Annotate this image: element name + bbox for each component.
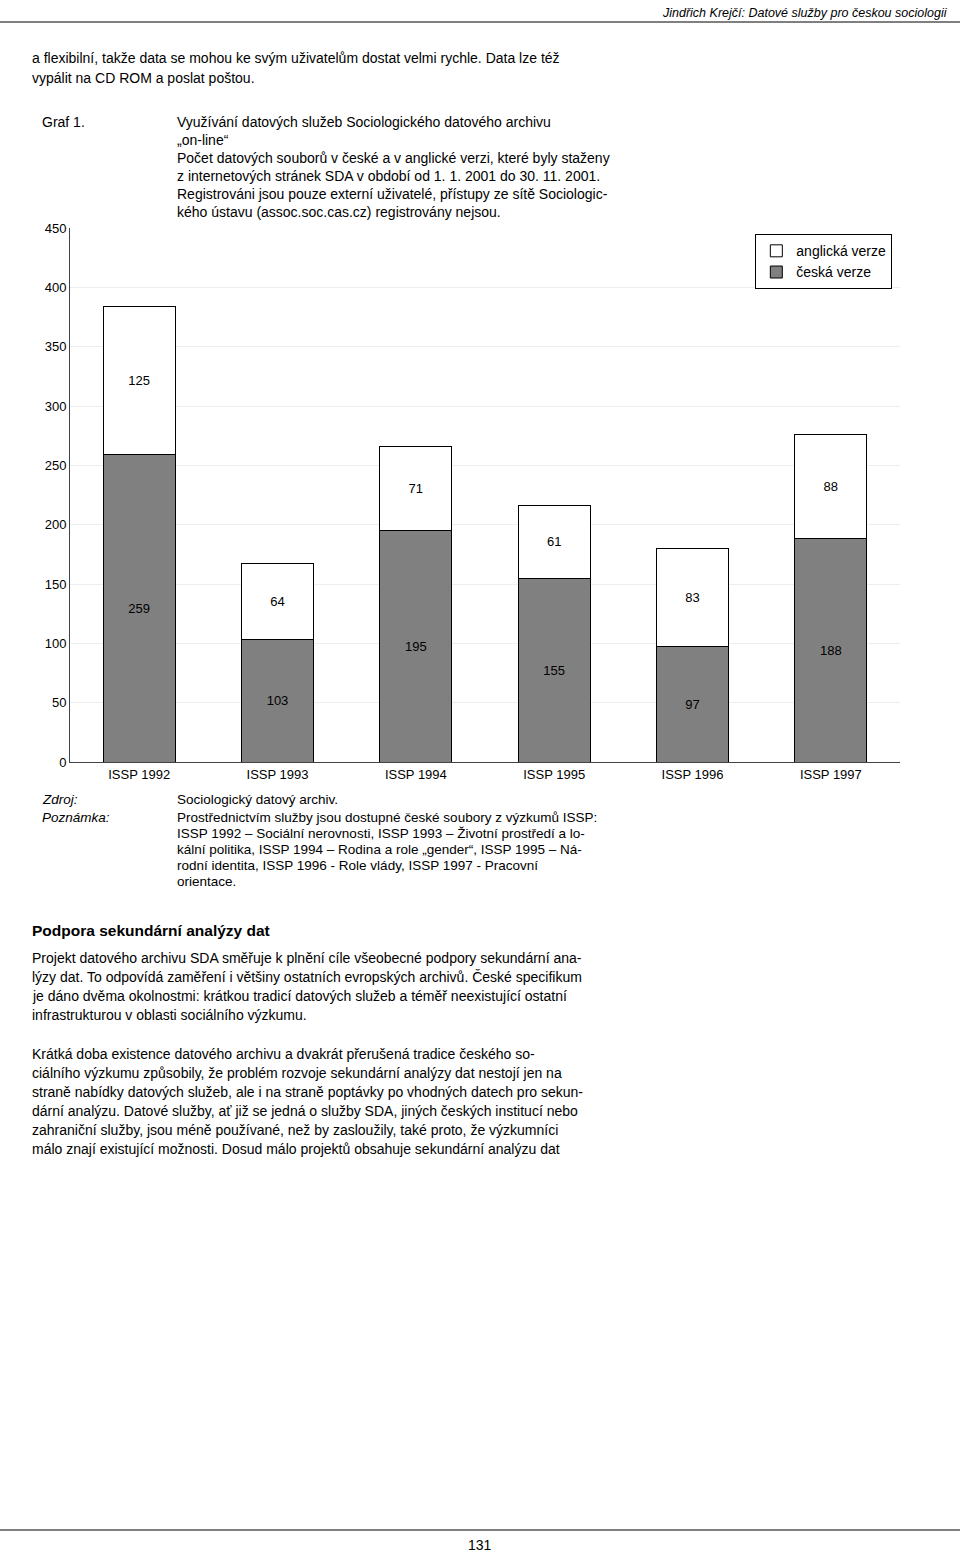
svg-text:188: 188 — [820, 643, 842, 658]
svg-text:dární analýzu. Datové služby,: dární analýzu. Datové služby, ať již se … — [32, 1103, 578, 1119]
svg-text:ISSP 1996: ISSP 1996 — [662, 767, 724, 782]
svg-text:Sociologický datový archiv.: Sociologický datový archiv. — [177, 792, 338, 807]
svg-text:259: 259 — [128, 601, 150, 616]
svg-text:infrastrukturou v oblasti soci: infrastrukturou v oblasti sociálního výz… — [32, 1007, 307, 1023]
svg-text:Jindřich Krejčí: Datové služby: Jindřich Krejčí: Datové služby pro česko… — [662, 6, 948, 20]
svg-text:rodní identita, ISSP 1996 - Ro: rodní identita, ISSP 1996 - Role vlády, … — [177, 858, 538, 873]
svg-text:61: 61 — [547, 534, 561, 549]
svg-text:450: 450 — [45, 221, 67, 236]
svg-text:131: 131 — [468, 1537, 492, 1553]
svg-text:vypálit na CD ROM a poslat poš: vypálit na CD ROM a poslat poštou. — [32, 70, 255, 86]
svg-text:155: 155 — [543, 663, 565, 678]
svg-text:350: 350 — [45, 339, 67, 354]
svg-text:ISSP 1992: ISSP 1992 — [108, 767, 170, 782]
svg-text:Podpora sekundární analýzy dat: Podpora sekundární analýzy dat — [32, 922, 270, 939]
svg-text:ISSP 1994: ISSP 1994 — [385, 767, 447, 782]
svg-text:anglická verze: anglická verze — [796, 243, 886, 259]
svg-text:50: 50 — [52, 695, 66, 710]
svg-text:z internetových stránek SDA v: z internetových stránek SDA v období od … — [177, 168, 600, 184]
svg-text:Využívání datových služeb Soci: Využívání datových služeb Sociologického… — [177, 114, 551, 130]
svg-text:88: 88 — [824, 479, 838, 494]
svg-text:71: 71 — [409, 481, 423, 496]
svg-text:83: 83 — [685, 590, 699, 605]
svg-text:orientace.: orientace. — [177, 874, 236, 889]
svg-text:Zdroj:: Zdroj: — [42, 792, 78, 807]
svg-text:Graf 1.: Graf 1. — [42, 114, 85, 130]
svg-text:125: 125 — [128, 373, 150, 388]
svg-text:0: 0 — [59, 755, 66, 770]
svg-text:300: 300 — [45, 399, 67, 414]
svg-text:64: 64 — [270, 594, 284, 609]
svg-text:ciálního výzkumu způsobily, že: ciálního výzkumu způsobily, že problém r… — [32, 1065, 562, 1081]
svg-text:ISSP 1997: ISSP 1997 — [800, 767, 862, 782]
svg-text:kého ústavu (assoc.soc.cas.cz): kého ústavu (assoc.soc.cas.cz) registrov… — [177, 204, 501, 220]
svg-text:česká verze: česká verze — [796, 264, 871, 280]
svg-text:a flexibilní, takže data se mo: a flexibilní, takže data se mohou ke svý… — [32, 50, 560, 66]
svg-text:lýzy dat. To odpovídá zaměření: lýzy dat. To odpovídá zaměření i většiny… — [32, 969, 582, 985]
svg-text:ISSP 1995: ISSP 1995 — [523, 767, 585, 782]
svg-text:„on-line“: „on-line“ — [177, 132, 229, 148]
svg-text:málo znají existující možnosti: málo znají existující možnosti. Dosud má… — [32, 1141, 560, 1157]
svg-text:400: 400 — [45, 280, 67, 295]
svg-text:Projekt datového archivu SDA s: Projekt datového archivu SDA směřuje k p… — [32, 950, 582, 966]
svg-text:195: 195 — [405, 639, 427, 654]
svg-text:Krátká doba existence datového: Krátká doba existence datového archivu a… — [32, 1046, 535, 1062]
svg-text:250: 250 — [45, 458, 67, 473]
svg-text:103: 103 — [267, 693, 289, 708]
svg-text:Poznámka:: Poznámka: — [42, 810, 110, 825]
svg-text:straně nabídky datových služeb: straně nabídky datových služeb, ale i na… — [32, 1084, 583, 1100]
svg-text:Počet datových souborů v české: Počet datových souborů v české a v angli… — [177, 150, 610, 166]
svg-text:150: 150 — [45, 577, 67, 592]
svg-text:ISSP 1992 – Sociální nerovnost: ISSP 1992 – Sociální nerovnosti, ISSP 19… — [177, 826, 585, 841]
svg-text:zahraniční služby, jsou méně p: zahraniční služby, jsou méně používané, … — [32, 1122, 558, 1138]
svg-text:100: 100 — [45, 636, 67, 651]
svg-text:ISSP 1993: ISSP 1993 — [247, 767, 309, 782]
svg-text:kální politika, ISSP 1994 – Ro: kální politika, ISSP 1994 – Rodina a rol… — [177, 842, 582, 857]
svg-text:97: 97 — [685, 697, 699, 712]
svg-text:je dáno dvěma okolnostmi: krát: je dáno dvěma okolnostmi: krátkou tradic… — [32, 988, 567, 1004]
svg-text:Registrováni jsou pouze extern: Registrováni jsou pouze externí uživatel… — [177, 186, 608, 202]
svg-text:Prostřednictvím služby jsou do: Prostřednictvím služby jsou dostupné čes… — [177, 810, 597, 825]
svg-text:200: 200 — [45, 517, 67, 532]
